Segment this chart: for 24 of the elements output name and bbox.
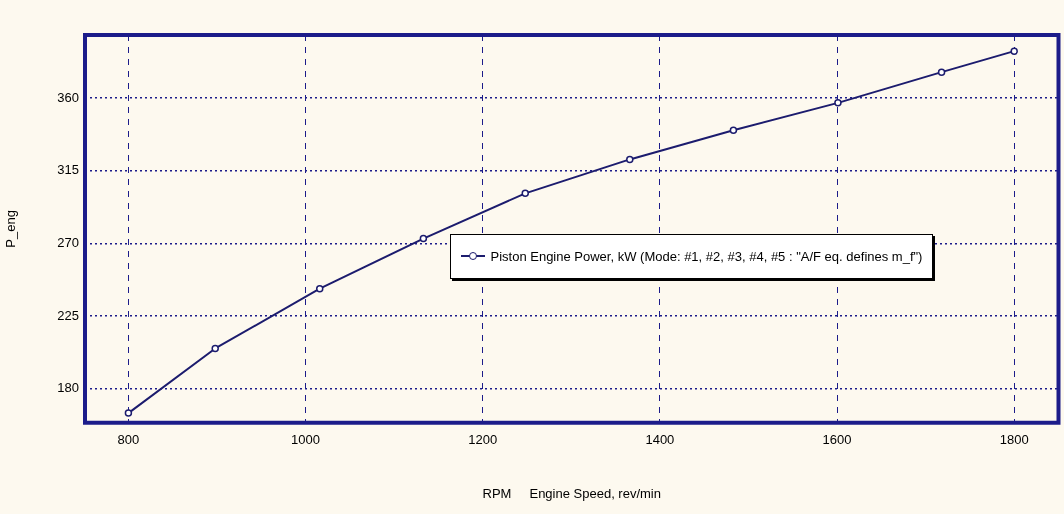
- point: [626, 155, 634, 164]
- point: [834, 99, 842, 107]
- y-axis-title: P_eng: [3, 210, 19, 248]
- x-tick-label: 800: [117, 432, 140, 448]
- y-tick-label: 315: [57, 162, 79, 178]
- y-tick-label: 180: [57, 380, 79, 396]
- x-tick-label: 1800: [999, 432, 1029, 448]
- y-tick-label: 270: [57, 235, 79, 251]
- point: [124, 409, 133, 417]
- point: [419, 234, 428, 243]
- x-tick-label: 1200: [468, 432, 498, 448]
- x-tick-label: 1000: [291, 432, 321, 448]
- x-axis-title: RPM Engine Speed, rev/min: [482, 485, 661, 501]
- point: [315, 284, 324, 293]
- x-tick-label: 1400: [645, 432, 675, 448]
- x-tick-label: 1600: [822, 432, 852, 448]
- y-tick-label: 360: [57, 89, 79, 105]
- point: [1010, 47, 1018, 55]
- legend-label: Piston Engine Power, kW (Mode: #1, #2, #3, #4, #5 : "A/F eq. defines m_f"): [490, 248, 923, 264]
- point: [729, 126, 738, 135]
- point: [211, 344, 219, 353]
- y-tick-label: 225: [57, 307, 79, 323]
- point: [937, 68, 946, 76]
- point: [521, 189, 529, 198]
